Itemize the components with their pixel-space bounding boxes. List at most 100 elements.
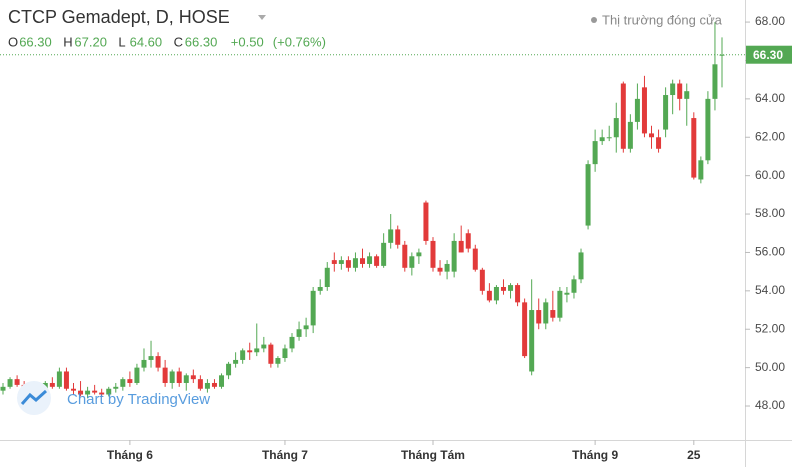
legend-value: 64.60 — [130, 34, 163, 49]
legend-change-percent: (+0.76%) — [273, 34, 326, 49]
candle-body — [543, 302, 549, 324]
candle-body — [465, 233, 471, 249]
candle-body — [233, 359, 239, 364]
candle-body — [70, 388, 76, 391]
status-dot — [591, 17, 597, 23]
candle-body — [49, 382, 55, 387]
watermark-text: Chart by TradingView — [67, 391, 210, 408]
candle-body — [529, 310, 535, 372]
candle-body — [275, 358, 281, 364]
y-tick-label: 48.00 — [755, 398, 785, 412]
dropdown-icon[interactable] — [258, 15, 266, 20]
y-tick-label: 68.00 — [755, 14, 785, 28]
y-tick-label: 50.00 — [755, 360, 785, 374]
last-price-box — [746, 45, 792, 64]
legend-value: 66.30 — [185, 34, 218, 49]
candle-body — [141, 359, 147, 368]
candle-body — [712, 64, 718, 99]
candle-body — [656, 137, 662, 149]
candle-body — [592, 141, 598, 165]
candle-body — [63, 371, 69, 389]
candle-body — [127, 379, 133, 383]
candle-body — [691, 118, 697, 178]
candle-body — [197, 379, 203, 389]
legend-key: O — [8, 34, 18, 49]
y-tick-label: 64.00 — [755, 91, 785, 105]
candle-body — [303, 325, 309, 330]
candle-body — [486, 290, 492, 301]
candle-body — [289, 336, 295, 349]
x-tick-label: 25 — [687, 448, 701, 462]
x-tick-label: Tháng Tám — [401, 448, 465, 462]
x-tick-label: Tháng 7 — [262, 448, 308, 462]
candle-body — [571, 279, 577, 293]
watermark: Chart by TradingView — [17, 381, 210, 415]
candle-body — [211, 382, 217, 387]
legend-value: 66.30 — [19, 34, 52, 49]
candle-body — [472, 248, 478, 270]
candle-body — [550, 310, 556, 318]
candle-body — [684, 91, 690, 99]
candle-body — [705, 98, 711, 161]
candle-body — [352, 258, 358, 268]
candle-body — [7, 379, 13, 387]
candle-body — [613, 118, 619, 138]
legend-key: C — [174, 34, 183, 49]
candle-body — [409, 256, 415, 268]
y-tick-label: 62.00 — [755, 129, 785, 143]
candle-body — [627, 121, 633, 149]
candle-body — [120, 379, 126, 387]
candle-body — [508, 285, 514, 291]
candle-body — [522, 302, 528, 357]
candle-body — [402, 244, 408, 268]
candle-body — [296, 329, 302, 337]
candle-body — [606, 137, 612, 139]
y-tick-label: 56.00 — [755, 245, 785, 259]
candle-body — [0, 386, 6, 391]
candle-body — [345, 260, 351, 268]
candle-body — [219, 375, 225, 387]
legend-value: 67.20 — [74, 34, 107, 49]
legend-key: H — [63, 34, 72, 49]
candle-body — [338, 260, 344, 264]
chart-title: CTCP Gemadept, D, HOSE — [8, 7, 230, 27]
candle-body — [310, 290, 316, 326]
candle-body — [479, 269, 485, 291]
y-tick-label: 60.00 — [755, 168, 785, 182]
candle-body — [493, 286, 499, 301]
candle-body — [430, 240, 436, 268]
candle-body — [176, 371, 182, 383]
x-tick-label: Tháng 6 — [107, 448, 153, 462]
candle-body — [331, 260, 337, 264]
candle-body — [670, 83, 676, 96]
y-tick-label: 52.00 — [755, 321, 785, 335]
candle-body — [162, 367, 168, 383]
candle-body — [324, 267, 330, 287]
candle-body — [56, 371, 62, 387]
candle-body — [381, 242, 387, 266]
candle-body — [515, 285, 521, 303]
candle-body — [134, 367, 140, 383]
candle-body — [451, 240, 457, 272]
candle-body — [247, 350, 253, 353]
y-tick-label: 58.00 — [755, 206, 785, 220]
candle-body — [113, 386, 119, 389]
candle-body — [240, 350, 246, 360]
legend-change: +0.50 — [231, 34, 264, 49]
candle-body — [204, 382, 210, 389]
candle-body — [444, 263, 450, 272]
candle-body — [620, 83, 626, 149]
candle-body — [183, 375, 189, 383]
candle-body — [585, 164, 591, 226]
candle-body — [85, 390, 91, 395]
candle-body — [282, 348, 288, 359]
candle-body — [99, 392, 105, 395]
candle-body — [148, 356, 154, 360]
watermark-icon — [20, 389, 48, 405]
candle-body — [719, 54, 725, 56]
candle-body — [261, 344, 267, 349]
candle-body — [500, 286, 506, 291]
candle-body — [437, 267, 443, 272]
candle-body — [360, 258, 365, 264]
